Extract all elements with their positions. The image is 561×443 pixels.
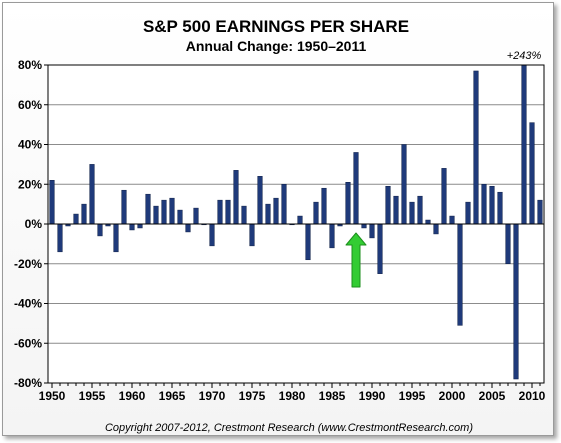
bar-2008 [513, 223, 519, 380]
y-tick-label: 0% [25, 217, 43, 231]
bar-1982 [305, 223, 311, 261]
y-tick-label: 80% [18, 58, 42, 72]
bar-1984 [321, 187, 327, 225]
bar-1974 [241, 205, 247, 225]
x-tick-label: 2005 [479, 389, 506, 403]
bar-1964 [161, 199, 167, 225]
bar-1988 [353, 152, 359, 225]
bar-2002 [465, 201, 471, 225]
x-tick-label: 1995 [399, 389, 426, 403]
chart-subtitle: Annual Change: 1950–2011 [186, 38, 367, 54]
bar-1990 [369, 223, 375, 239]
y-tick-label: 60% [18, 98, 42, 112]
x-tick-label: 1985 [319, 389, 346, 403]
bar-1987 [345, 182, 351, 225]
bar-1998 [433, 223, 439, 235]
bar-2009 [521, 64, 527, 225]
bar-1970 [209, 223, 215, 247]
bar-1968 [193, 207, 199, 225]
x-tick-label: 2010 [519, 389, 546, 403]
bar-2007 [505, 223, 511, 264]
bar-1983 [313, 201, 319, 225]
x-axis-ticks: 1950 1955 1960 1965 1970 1975 1980 1985 1990 1995… [39, 383, 546, 403]
y-tick-label: -80% [14, 376, 42, 390]
bar-1967 [185, 223, 191, 233]
x-tick-label: 2000 [439, 389, 466, 403]
bar-1996 [417, 195, 423, 225]
bar-1972 [225, 199, 231, 225]
bar-1954 [81, 203, 87, 225]
y-tick-label: -60% [14, 336, 42, 350]
y-tick-label: 40% [18, 138, 42, 152]
bar-1981 [297, 215, 303, 225]
bar-label-2009: +243% [507, 50, 542, 62]
bar-1999 [441, 168, 447, 225]
bar-1958 [113, 223, 119, 253]
bar-1950 [49, 180, 55, 225]
chart-title: S&P 500 EARNINGS PER SHARE [143, 17, 409, 36]
bar-1962 [145, 193, 151, 225]
bar-1956 [97, 223, 103, 237]
bar-2001 [457, 223, 463, 326]
bar-1992 [385, 185, 391, 225]
bar-2004 [481, 184, 487, 225]
bar-1976 [257, 176, 263, 225]
bar-1961 [137, 223, 143, 229]
bar-1991 [377, 223, 383, 274]
y-tick-label: 20% [18, 177, 42, 191]
y-tick-label: -20% [14, 257, 42, 271]
annotations: +243% [345, 50, 542, 288]
bar-2005 [489, 185, 495, 225]
x-tick-label: 1990 [359, 389, 386, 403]
chart-frame: S&P 500 EARNINGS PER SHARE Annual Change… [2, 2, 554, 436]
x-tick-label: 1955 [79, 389, 106, 403]
bar-2000 [449, 215, 455, 225]
x-tick-label: 1980 [279, 389, 306, 403]
bar-1973 [233, 170, 239, 225]
bar-1985 [329, 223, 335, 249]
chart: S&P 500 EARNINGS PER SHARE Annual Change… [14, 17, 546, 434]
y-axis-ticks: 80% 60% 40% 20% 0% -20% -40% -60% -80% [14, 58, 48, 390]
bar-1979 [281, 184, 287, 225]
bar-1994 [401, 144, 407, 225]
bar-1995 [409, 201, 415, 225]
y-tick-label: -40% [14, 297, 42, 311]
bar-1977 [265, 203, 271, 225]
bar-1997 [425, 219, 431, 225]
bar-1971 [217, 199, 223, 225]
bars [49, 64, 543, 380]
bar-1965 [169, 197, 175, 225]
bar-2003 [473, 70, 479, 225]
bar-1989 [361, 223, 367, 229]
x-tick-label: 1965 [159, 389, 186, 403]
green-arrow [345, 232, 367, 288]
bar-1963 [153, 205, 159, 225]
bar-1959 [121, 189, 127, 225]
bar-1960 [129, 223, 135, 231]
bar-1966 [177, 209, 183, 225]
bar-1993 [393, 195, 399, 225]
x-tick-label: 1975 [239, 389, 266, 403]
x-tick-label: 1960 [119, 389, 146, 403]
copyright-footer: Copyright 2007-2012, Crestmont Research … [105, 422, 473, 434]
bar-1955 [89, 164, 95, 225]
x-tick-label: 1950 [39, 389, 66, 403]
x-tick-label: 1970 [199, 389, 226, 403]
bar-2011 [537, 199, 543, 225]
bar-1951 [57, 223, 63, 253]
bar-2010 [529, 122, 535, 225]
bar-1978 [273, 197, 279, 225]
bar-1953 [73, 213, 79, 225]
bar-2006 [497, 191, 503, 225]
bar-1975 [249, 223, 255, 247]
